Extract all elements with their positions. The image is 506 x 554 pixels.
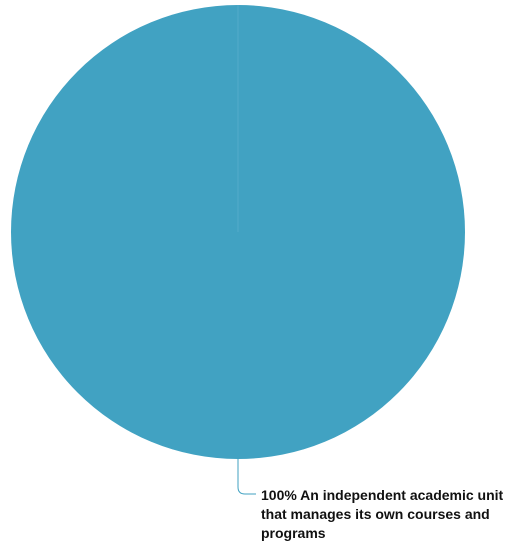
pie-slices [11, 5, 465, 459]
slice-label: 100% An independent academic unit that m… [261, 487, 504, 541]
slice-leader-line [237, 458, 256, 495]
